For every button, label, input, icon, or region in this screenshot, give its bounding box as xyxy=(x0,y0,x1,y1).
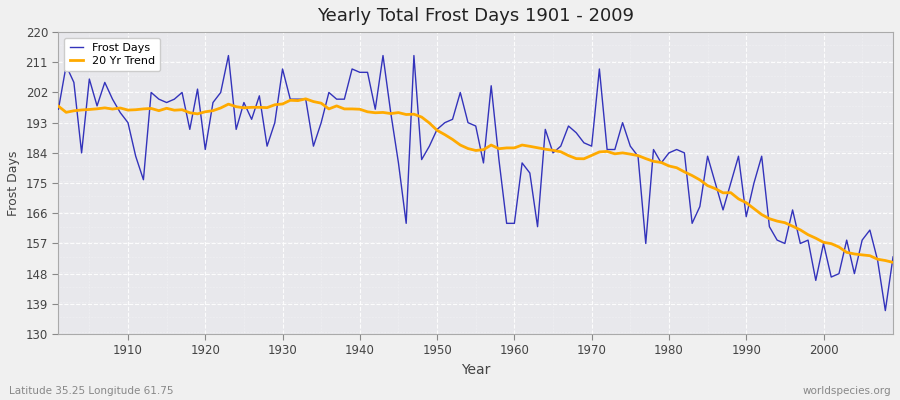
20 Yr Trend xyxy=(285,98,296,103)
Line: Frost Days: Frost Days xyxy=(58,56,893,310)
Frost Days xyxy=(509,221,520,226)
20 Yr Trend xyxy=(517,143,527,148)
Frost Days xyxy=(292,97,303,102)
20 Yr Trend xyxy=(115,106,126,110)
20 Yr Trend xyxy=(53,104,64,108)
20 Yr Trend xyxy=(609,152,620,156)
Y-axis label: Frost Days: Frost Days xyxy=(7,150,20,216)
Text: Latitude 35.25 Longitude 61.75: Latitude 35.25 Longitude 61.75 xyxy=(9,386,174,396)
Frost Days xyxy=(223,53,234,58)
20 Yr Trend xyxy=(887,260,898,265)
Frost Days xyxy=(53,107,64,112)
X-axis label: Year: Year xyxy=(461,363,491,377)
Frost Days xyxy=(517,160,527,165)
Frost Days xyxy=(115,110,126,115)
Text: worldspecies.org: worldspecies.org xyxy=(803,386,891,396)
Frost Days xyxy=(880,308,891,313)
Frost Days xyxy=(887,254,898,259)
Line: 20 Yr Trend: 20 Yr Trend xyxy=(58,99,893,262)
Title: Yearly Total Frost Days 1901 - 2009: Yearly Total Frost Days 1901 - 2009 xyxy=(317,7,634,25)
Frost Days xyxy=(339,97,350,102)
Frost Days xyxy=(609,147,620,152)
20 Yr Trend xyxy=(509,146,520,150)
20 Yr Trend xyxy=(301,96,311,101)
20 Yr Trend xyxy=(339,106,350,111)
Legend: Frost Days, 20 Yr Trend: Frost Days, 20 Yr Trend xyxy=(64,38,160,71)
